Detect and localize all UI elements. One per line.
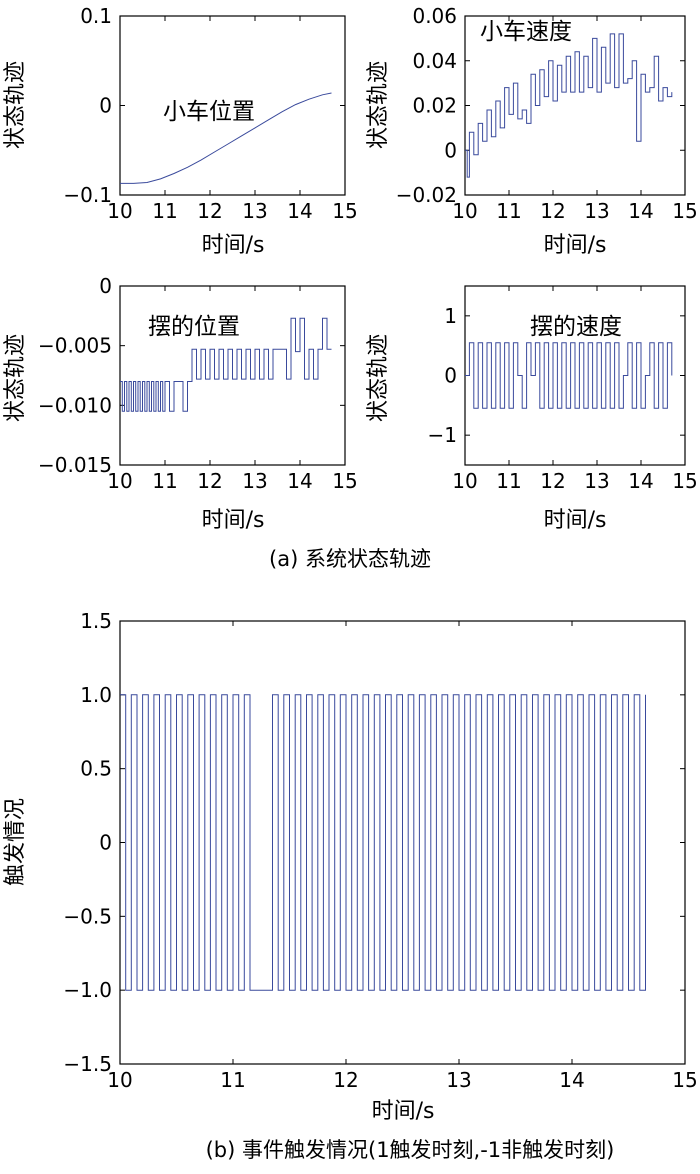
chart-panel-p4: 10 11 12 13 14 15 −1 0 1 bbox=[428, 285, 698, 493]
panel-p4-xtick-label: 11 bbox=[496, 469, 521, 493]
panel-p2-xtick-label: 10 bbox=[452, 199, 477, 223]
panel-p2-ytick-label: 0 bbox=[444, 138, 457, 162]
panel-p5-xtick-label: 10 bbox=[107, 1068, 132, 1092]
panel-p2-xtick-label: 13 bbox=[584, 199, 609, 223]
panel-p5-xtick-label: 12 bbox=[333, 1068, 358, 1092]
panel-p1-ytick-label: 0 bbox=[99, 94, 112, 118]
panel-p1-series-line bbox=[120, 92, 332, 184]
panel-p4-xtick-label: 10 bbox=[452, 469, 477, 493]
panel-p2-xtick-label: 14 bbox=[628, 199, 653, 223]
panel-p3-series-line bbox=[120, 317, 332, 412]
panel-p1-annotation: 小车位置 bbox=[163, 99, 255, 125]
panel-p3-xtick-label: 10 bbox=[107, 469, 132, 493]
panel-p5-xtick-label: 13 bbox=[446, 1068, 471, 1092]
panel-p4-ytick-label: −1 bbox=[428, 423, 457, 447]
panel-p2-xtick-label: 15 bbox=[672, 199, 697, 223]
panel-p1-xtick-label: 11 bbox=[152, 199, 177, 223]
panel-p2-xtick-label: 11 bbox=[496, 199, 521, 223]
panel-p5-ytick-label: −1.5 bbox=[63, 1052, 112, 1076]
panel-p5-xtick-label: 14 bbox=[559, 1068, 584, 1092]
panel-p3-xlabel: 时间/s bbox=[202, 508, 265, 533]
panel-p5-xlabel: 时间/s bbox=[372, 1099, 435, 1124]
panel-p5-ytick-label: −1.0 bbox=[63, 978, 112, 1002]
panel-p3-xtick-label: 11 bbox=[152, 469, 177, 493]
caption-a: (a) 系统状态轨迹 bbox=[269, 547, 431, 571]
panel-p2-ytick-label: 0.02 bbox=[412, 94, 457, 118]
panel-p2-series-line bbox=[465, 33, 673, 178]
panel-p4-ytick-label: 1 bbox=[444, 304, 457, 328]
panel-p2-xlabel: 时间/s bbox=[544, 233, 607, 258]
panel-p5-xtick-label: 11 bbox=[220, 1068, 245, 1092]
panel-p4-annotation: 摆的速度 bbox=[530, 314, 622, 340]
panel-p1-ylabel: 状态轨迹 bbox=[3, 61, 28, 149]
panel-p1-xlabel: 时间/s bbox=[202, 233, 265, 258]
chart-panel-p2: 10 11 12 13 14 15 −0.02 0 0.02 0.04 0.06 bbox=[396, 4, 698, 223]
chart-panel-p1: 10 11 12 13 14 15 −0.1 0 0.1 bbox=[63, 4, 357, 223]
panel-p3-xtick-label: 14 bbox=[287, 469, 312, 493]
panel-p4-xtick-label: 14 bbox=[628, 469, 653, 493]
panel-p5-series-line bbox=[120, 694, 646, 991]
panel-p5-xtick-label: 15 bbox=[672, 1068, 697, 1092]
panel-p1-xtick-label: 13 bbox=[242, 199, 267, 223]
panel-p3-annotation: 摆的位置 bbox=[148, 314, 240, 340]
panel-p5-ytick-label: 1.0 bbox=[80, 683, 112, 707]
panel-p4-series-line bbox=[465, 342, 673, 409]
panel-p2-xtick-label: 12 bbox=[540, 199, 565, 223]
panel-p3-ytick-label: −0.010 bbox=[38, 393, 112, 417]
panel-p1-xtick-label: 15 bbox=[332, 199, 357, 223]
chart-panel-p5: 10 11 12 13 14 15 −1.5 −1.0 −0.5 0 0.5 1.0 1.5 bbox=[63, 609, 697, 1092]
panel-p4-xtick-label: 12 bbox=[540, 469, 565, 493]
panel-p3-ylabel: 状态轨迹 bbox=[3, 334, 28, 422]
caption-b: (b) 事件触发情况(1触发时刻,-1非触发时刻) bbox=[206, 1138, 615, 1162]
panel-p3-xtick-label: 13 bbox=[242, 469, 267, 493]
panel-p1-xtick-label: 12 bbox=[197, 199, 222, 223]
panel-p5-ylabel: 触发情况 bbox=[3, 798, 28, 886]
panel-p2-ytick-label: 0.04 bbox=[412, 49, 457, 73]
panel-p3-ytick-label: 0 bbox=[99, 274, 112, 298]
panel-p4-xtick-label: 15 bbox=[672, 469, 697, 493]
panel-p2-ytick-label: 0.06 bbox=[412, 4, 457, 28]
panel-p1-xtick-label: 10 bbox=[107, 199, 132, 223]
panel-p3-xtick-label: 15 bbox=[332, 469, 357, 493]
panel-p4-ytick-label: 0 bbox=[444, 364, 457, 388]
panel-p4-ylabel: 状态轨迹 bbox=[366, 334, 391, 422]
panel-p2-annotation: 小车速度 bbox=[480, 19, 572, 45]
panel-p3-frame bbox=[119, 285, 346, 466]
panel-p4-xtick-label: 13 bbox=[584, 469, 609, 493]
panel-p3-ytick-label: −0.005 bbox=[38, 334, 112, 358]
panel-p1-xtick-label: 14 bbox=[287, 199, 312, 223]
panel-p3-ytick-label: −0.015 bbox=[38, 453, 112, 477]
panel-p3-xtick-label: 12 bbox=[197, 469, 222, 493]
panel-p5-ytick-label: 0 bbox=[99, 831, 112, 855]
panel-p1-ytick-label: −0.1 bbox=[63, 183, 112, 207]
panel-p2-ytick-label: −0.02 bbox=[396, 183, 457, 207]
panel-p4-xlabel: 时间/s bbox=[544, 508, 607, 533]
chart-panel-p3: 10 11 12 13 14 15 −0.015 −0.010 −0.005 0 bbox=[38, 274, 358, 493]
panel-p2-ylabel: 状态轨迹 bbox=[366, 61, 391, 149]
panel-p5-ytick-label: 1.5 bbox=[80, 609, 112, 633]
panel-p5-ytick-label: 0.5 bbox=[80, 757, 112, 781]
panel-p1-ytick-label: 0.1 bbox=[80, 4, 112, 28]
panel-p5-ytick-label: −0.5 bbox=[63, 904, 112, 928]
